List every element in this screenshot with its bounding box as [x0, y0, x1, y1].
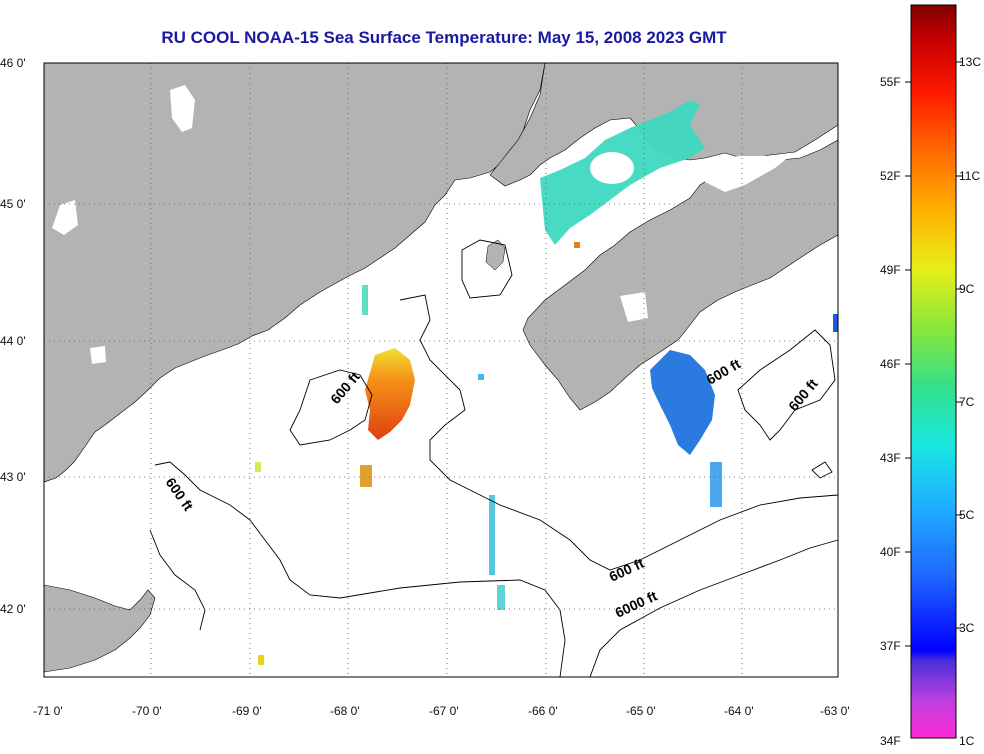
grand-manan-land — [485, 239, 506, 271]
sst-speck — [833, 314, 838, 332]
colorbar — [910, 4, 957, 739]
colorbar-c-label: 7C — [959, 395, 975, 409]
colorbar-f-label: 55F — [880, 75, 901, 89]
colorbar-f-label: 34F — [880, 734, 901, 748]
lon-label: -64 0' — [724, 704, 754, 718]
cloud-mask — [52, 200, 78, 235]
lon-label: -71 0' — [33, 704, 63, 718]
lat-label: 44 0' — [0, 334, 26, 348]
lon-label: -63 0' — [820, 704, 850, 718]
cloud-mask — [705, 156, 790, 192]
cloud-mask — [170, 85, 195, 132]
cool-patch-scotian-shelf — [650, 350, 715, 455]
sst-speck — [478, 374, 484, 380]
colorbar-c-label: 1C — [959, 734, 975, 748]
colorbar-f-label: 49F — [880, 263, 901, 277]
colorbar-f-label: 43F — [880, 451, 901, 465]
cloud-mask — [90, 346, 106, 364]
map-title: RU COOL NOAA-15 Sea Surface Temperature:… — [161, 28, 727, 47]
sst-speck — [255, 462, 261, 472]
sst-patches — [255, 100, 838, 665]
contour-600ft-west — [154, 461, 566, 678]
colorbar-c-label: 5C — [959, 508, 975, 522]
cape-cod-land — [44, 584, 156, 673]
contour-nearshore — [149, 529, 206, 631]
contour-gulf-inner — [461, 239, 513, 299]
contour-6000ft — [589, 539, 839, 678]
colorbar-f-label: 46F — [880, 357, 901, 371]
cloud-mask — [590, 152, 634, 184]
colorbar-f-label: 40F — [880, 545, 901, 559]
lon-label: -70 0' — [132, 704, 162, 718]
lat-label: 46 0' — [0, 56, 26, 70]
sst-streak — [497, 585, 505, 610]
lon-label: -65 0' — [626, 704, 656, 718]
lat-label: 42 0' — [0, 602, 26, 616]
cloud-mask — [620, 292, 648, 322]
colorbar-ticks — [905, 61, 962, 647]
sst-speck — [360, 465, 372, 487]
lon-label: -67 0' — [429, 704, 459, 718]
colorbar-f-label: 37F — [880, 639, 901, 653]
contour-600ft-gulf — [289, 369, 373, 446]
contour-sable — [811, 461, 833, 479]
sst-speck — [574, 242, 580, 248]
bathymetry-contours — [149, 239, 839, 678]
sst-streak — [362, 285, 368, 315]
contour-600ft-georges — [399, 294, 839, 571]
lat-label: 45 0' — [0, 197, 26, 211]
contour-600ft-brown — [737, 329, 836, 441]
colorbar-f-label: 52F — [880, 169, 901, 183]
colorbar-c-label: 3C — [959, 621, 975, 635]
colorbar-c-label: 9C — [959, 282, 975, 296]
lon-label: -66 0' — [528, 704, 558, 718]
sst-streak — [489, 495, 495, 575]
lon-label: -69 0' — [232, 704, 262, 718]
frame-ticks — [43, 62, 839, 678]
sst-speck — [258, 655, 264, 665]
warm-patch-georges — [365, 348, 415, 440]
colorbar-c-label: 13C — [959, 55, 981, 69]
colorbar-c-label: 11C — [959, 169, 980, 183]
lon-label: -68 0' — [330, 704, 360, 718]
sst-streak — [710, 462, 722, 507]
lat-label: 43 0' — [0, 470, 26, 484]
new-england-land — [44, 63, 546, 483]
